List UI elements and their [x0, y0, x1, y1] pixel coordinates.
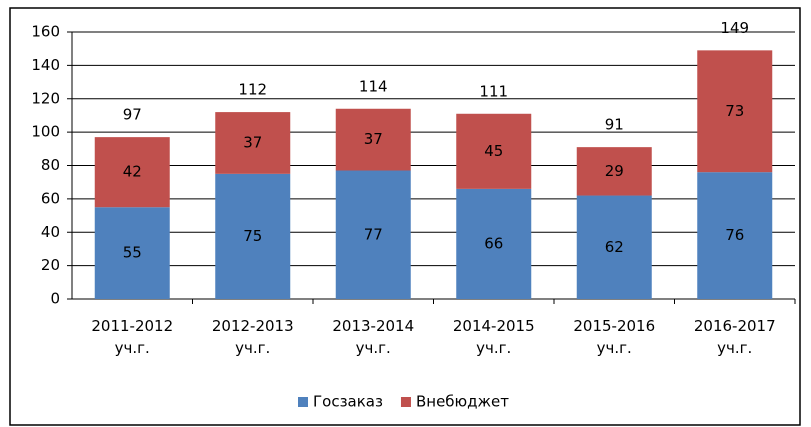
legend-label: Госзаказ: [313, 393, 383, 411]
total-label: 114: [359, 77, 388, 95]
x-label-box: 2016-2017 уч.г.: [693, 317, 776, 357]
data-label: 37: [243, 133, 262, 151]
x-label-box: 2014-2015 уч.г.: [452, 317, 535, 357]
bar-segment: [697, 172, 773, 299]
data-label: 66: [484, 234, 503, 252]
x-tick-label: 2016-2017 уч.г.: [693, 317, 776, 357]
y-tick-label: 40: [41, 223, 60, 241]
data-label: 77: [364, 225, 383, 243]
bar-segment: [215, 112, 291, 174]
bar-segment: [576, 147, 652, 196]
y-tick-label: 80: [41, 156, 60, 174]
data-label: 73: [725, 102, 744, 120]
y-tick-label: 160: [31, 23, 60, 41]
x-tick-label: 2015-2016 уч.г.: [573, 317, 656, 357]
x-label-box: 2011-2012 уч.г.: [91, 317, 174, 357]
total-label: 149: [720, 19, 749, 37]
data-label: 37: [364, 130, 383, 148]
x-tick-label: 2012-2013 уч.г.: [211, 317, 294, 357]
total-label: 91: [605, 116, 624, 134]
x-tick-label: 2014-2015 уч.г.: [452, 317, 535, 357]
y-tick-label: 120: [31, 89, 60, 107]
bar-segment: [456, 113, 532, 189]
x-tick-label: 2011-2012 уч.г.: [91, 317, 174, 357]
data-label: 62: [605, 238, 624, 256]
bar-segment: [697, 50, 773, 173]
bar-segment: [94, 207, 170, 299]
total-label: 97: [123, 106, 142, 124]
x-label-box: 2013-2014 уч.г.: [332, 317, 415, 357]
bar-segment: [576, 195, 652, 299]
x-label-box: 2012-2013 уч.г.: [211, 317, 294, 357]
bar-segment: [456, 188, 532, 299]
total-label: 112: [238, 81, 267, 99]
y-tick-label: 0: [50, 290, 60, 308]
bar-segment: [335, 108, 411, 171]
legend-label: Внебюджет: [416, 393, 509, 411]
bar-segment: [215, 173, 291, 299]
x-tick-label: 2013-2014 уч.г.: [332, 317, 415, 357]
y-tick-label: 20: [41, 256, 60, 274]
chart-frame: [9, 7, 801, 426]
legend-swatch: [400, 397, 411, 407]
legend-swatch: [298, 397, 308, 407]
y-tick-label: 140: [31, 56, 60, 74]
bar-segment: [335, 170, 411, 299]
data-label: 29: [605, 162, 624, 180]
y-tick-label: 60: [41, 189, 60, 207]
total-label: 111: [479, 82, 508, 100]
bar-segment: [94, 137, 170, 208]
data-label: 45: [484, 142, 503, 160]
data-label: 55: [123, 244, 142, 262]
data-label: 76: [725, 226, 744, 244]
data-label: 75: [243, 227, 262, 245]
x-label-box: 2015-2016 уч.г.: [573, 317, 656, 357]
y-tick-label: 100: [31, 123, 60, 141]
data-label: 42: [123, 163, 142, 181]
